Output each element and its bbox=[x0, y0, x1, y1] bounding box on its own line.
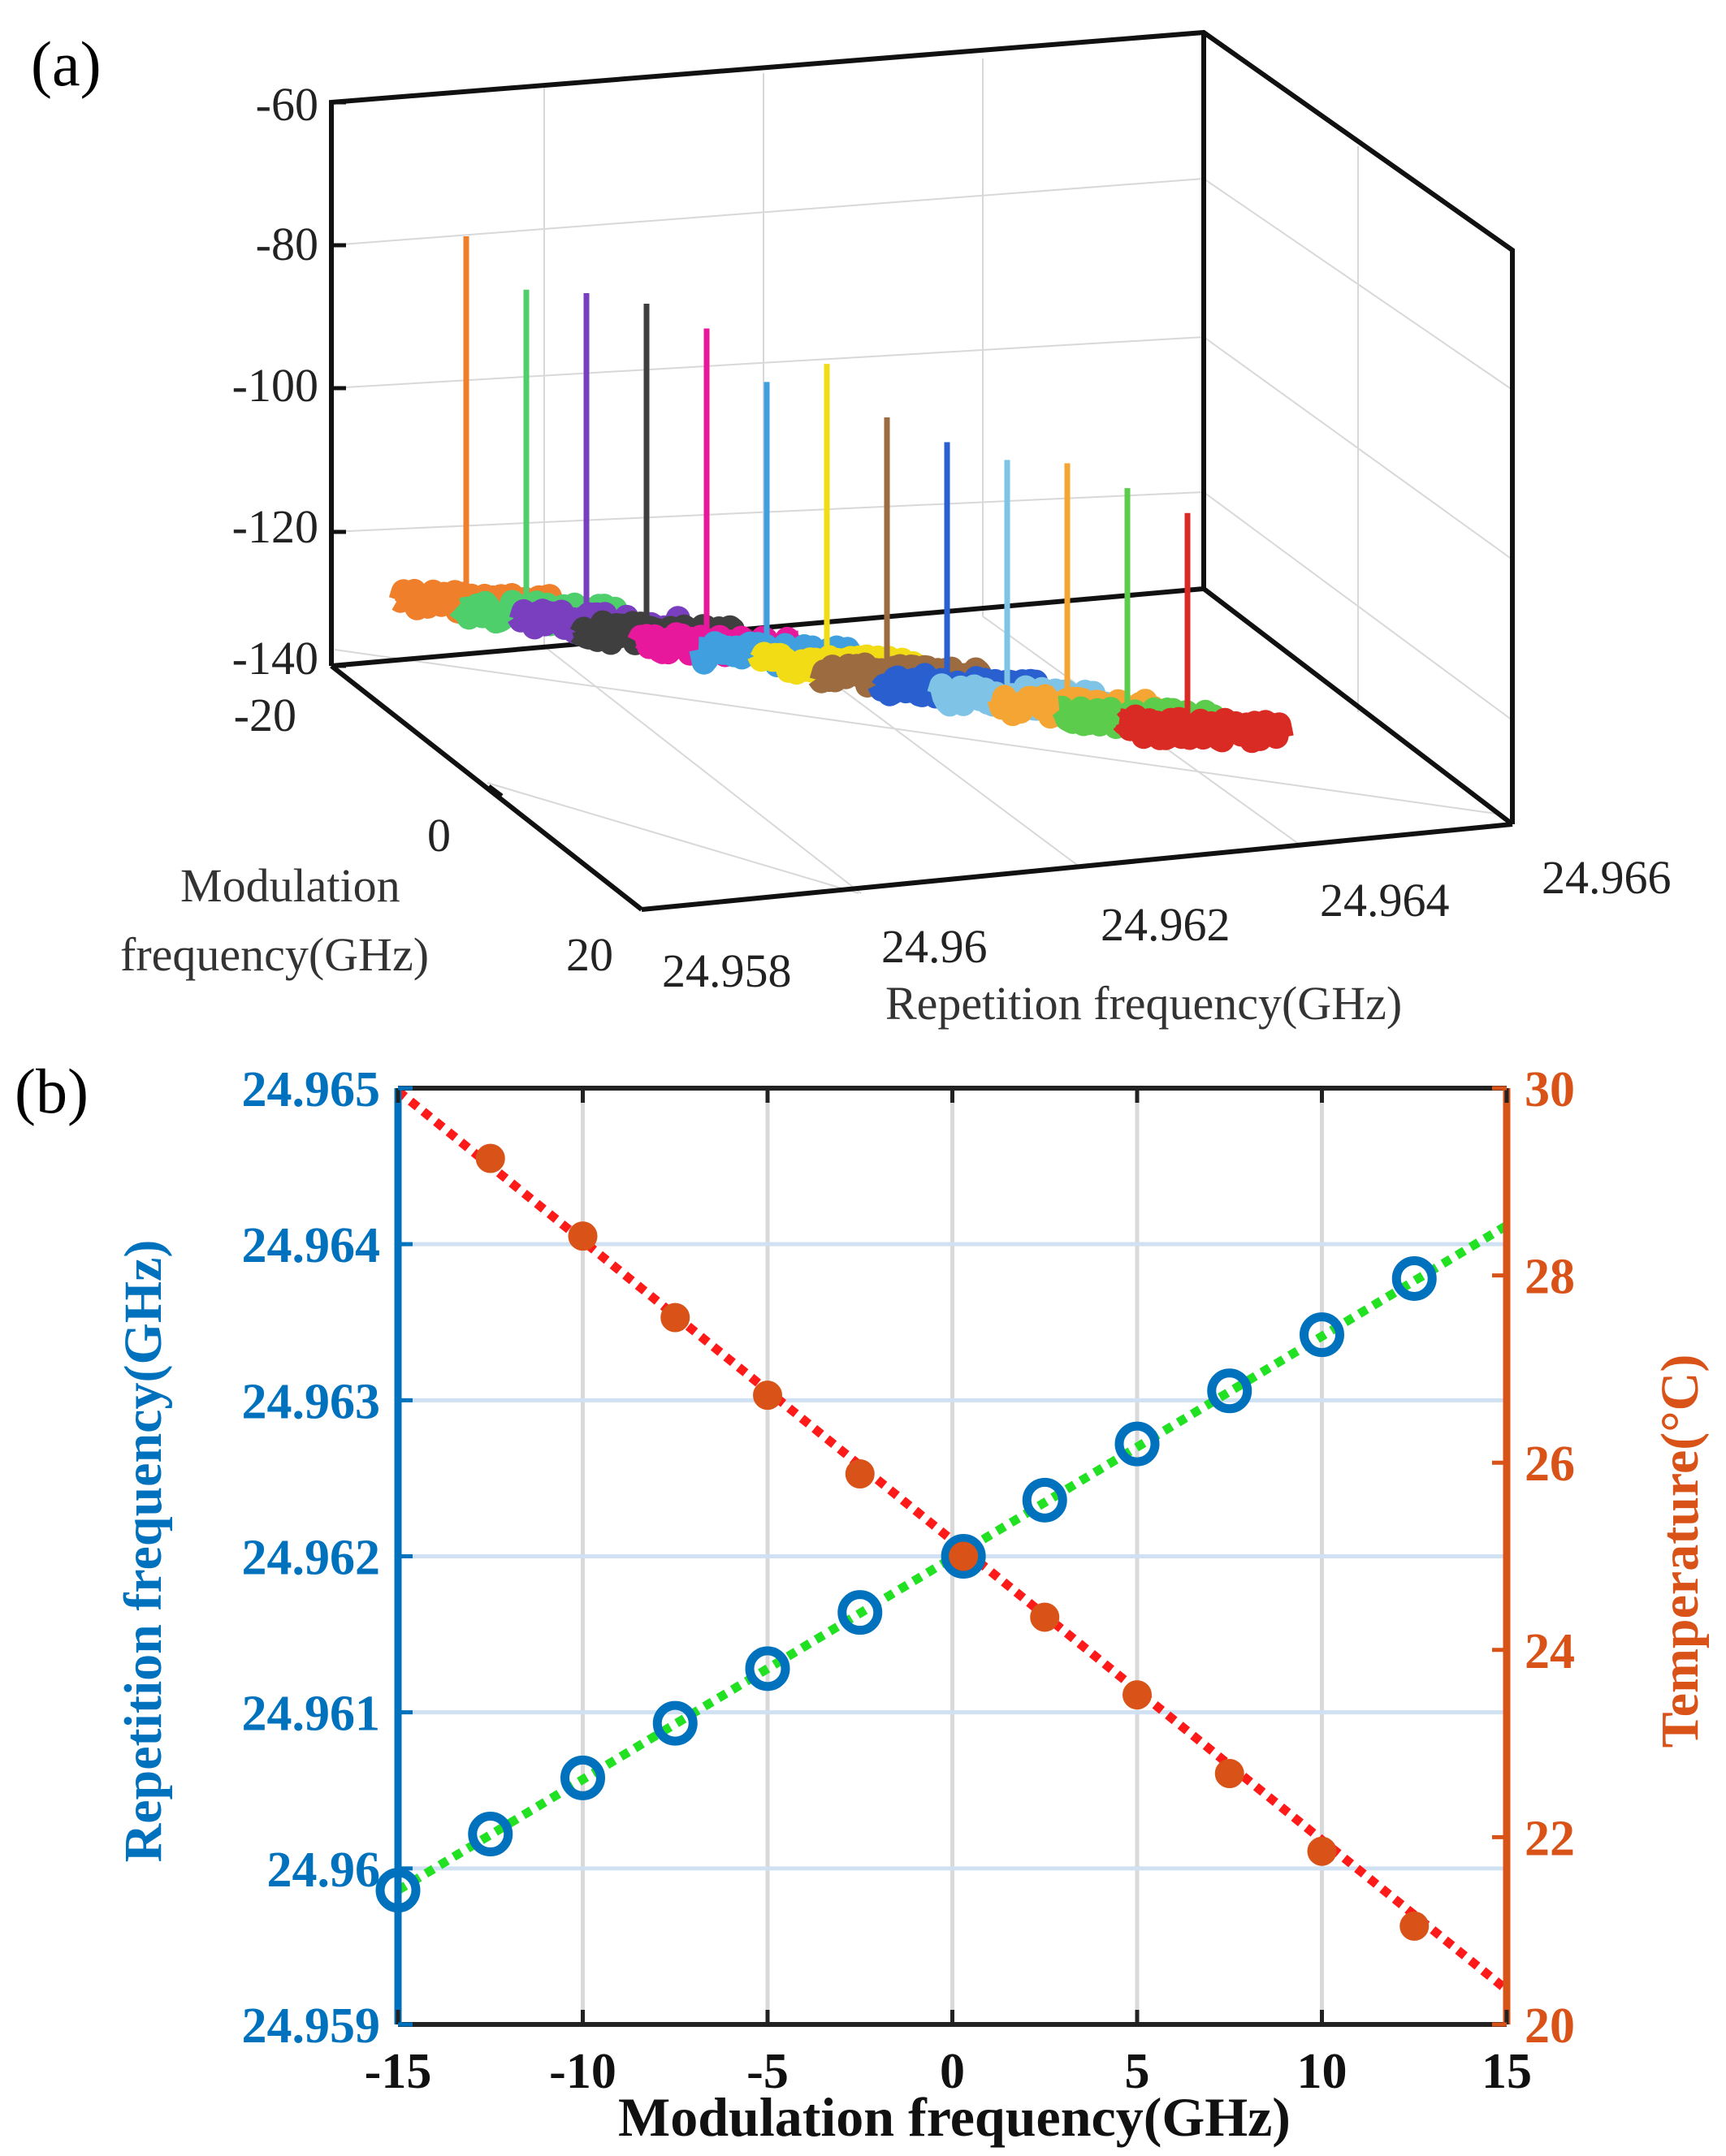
x-tick-label: 0 bbox=[940, 2044, 965, 2099]
x-tick-label: 5 bbox=[1125, 2044, 1150, 2099]
y-tick-label: -20 bbox=[234, 689, 296, 741]
panel-b-chart: -15 -10 -5 0 5 10 15 24.959 24.96 24.961 24.962 24.… bbox=[114, 1062, 1710, 2148]
temperature-data-point bbox=[568, 1221, 598, 1251]
y2-tick-label: 28 bbox=[1525, 1250, 1575, 1305]
z-tick-label: -100 bbox=[232, 359, 318, 412]
repetition-data-point bbox=[1114, 1421, 1160, 1467]
temperature-data-point bbox=[1307, 1836, 1337, 1866]
panel-a-grid bbox=[331, 58, 1513, 894]
x-tick-label: 15 bbox=[1482, 2044, 1532, 2099]
x-tick-label: 24.962 bbox=[1101, 898, 1231, 951]
repetition-data-point bbox=[652, 1700, 698, 1746]
repetition-data-point bbox=[1022, 1477, 1067, 1523]
y-tick-label: 24.963 bbox=[242, 1374, 381, 1429]
x-tick-label: 24.966 bbox=[1542, 851, 1672, 904]
repetition-data-point bbox=[1391, 1255, 1437, 1301]
y2-tick-label: 26 bbox=[1525, 1437, 1575, 1492]
panel-a-3d-chart: -60 -80 -100 -120 -140 -20 0 20 Modulati… bbox=[120, 29, 1672, 1030]
y-axis-label-line-2: frequency(GHz) bbox=[120, 928, 429, 981]
panel-b-tick-labels: -15 -10 -5 0 5 10 15 24.959 24.96 24.961 24.962 24.… bbox=[242, 1062, 1576, 2099]
x-tick-label: 24.96 bbox=[881, 920, 988, 973]
repetition-data-point bbox=[1300, 1312, 1344, 1358]
x-tick-label: -15 bbox=[365, 2044, 432, 2099]
panel-a-z-tick-marks bbox=[331, 100, 504, 797]
panel-a-axes-box bbox=[329, 29, 1515, 912]
y-tick-label: 24.961 bbox=[242, 1687, 381, 1742]
temperature-data-point bbox=[1030, 1602, 1060, 1632]
panel-b-label: (b) bbox=[15, 1056, 89, 1126]
temperature-data-point bbox=[1399, 1911, 1430, 1941]
y-tick-label: 24.965 bbox=[242, 1062, 381, 1117]
y2-tick-label: 22 bbox=[1525, 1811, 1575, 1866]
repetition-data-point bbox=[468, 1812, 513, 1857]
fit-line bbox=[396, 1221, 1509, 1895]
y-tick-label: 24.959 bbox=[242, 1998, 381, 2054]
panel-b-axes bbox=[394, 1086, 1511, 2027]
x-tick-label: 24.958 bbox=[662, 944, 792, 997]
trace-noise-band bbox=[1110, 704, 1294, 754]
panel-b-right-y-axis-label: Temperature(°C) bbox=[1650, 1355, 1710, 1748]
x-tick-label: -5 bbox=[746, 2044, 789, 2099]
temperature-data-point bbox=[949, 1541, 979, 1571]
y2-tick-label: 20 bbox=[1525, 1998, 1575, 2054]
y-tick-label: 24.962 bbox=[242, 1531, 381, 1586]
panel-b-data-points bbox=[375, 1143, 1437, 1941]
y-tick-label: 24.96 bbox=[267, 1843, 381, 1898]
z-tick-label: -140 bbox=[232, 632, 318, 685]
y-tick-label: 24.964 bbox=[242, 1218, 381, 1273]
temperature-data-point bbox=[1123, 1680, 1152, 1710]
x-tick-label: -10 bbox=[549, 2044, 616, 2099]
temperature-data-point bbox=[1214, 1758, 1244, 1788]
temperature-data-point bbox=[753, 1380, 782, 1411]
repetition-data-point bbox=[1207, 1368, 1252, 1414]
y2-tick-label: 24 bbox=[1525, 1624, 1575, 1679]
repetition-data-point bbox=[560, 1755, 605, 1800]
x-axis-label: Repetition frequency(GHz) bbox=[885, 977, 1402, 1030]
z-tick-label: -60 bbox=[256, 78, 318, 131]
panel-b-x-axis-label: Modulation frequency(GHz) bbox=[618, 2086, 1291, 2148]
temperature-data-point bbox=[845, 1459, 875, 1489]
repetition-data-point bbox=[745, 1646, 790, 1692]
repetition-data-point bbox=[941, 1534, 986, 1579]
y-tick-label: 0 bbox=[427, 809, 451, 862]
panel-b-left-y-axis-label: Repetition frequency(GHz) bbox=[114, 1240, 173, 1863]
temperature-data-point bbox=[475, 1143, 505, 1173]
x-tick-label: 10 bbox=[1297, 2044, 1347, 2099]
repetition-data-point bbox=[837, 1590, 883, 1635]
y2-tick-label: 30 bbox=[1525, 1062, 1575, 1117]
z-tick-label: -120 bbox=[232, 500, 318, 553]
temperature-data-point bbox=[660, 1303, 690, 1333]
z-tick-label: -80 bbox=[256, 218, 318, 270]
y-tick-label: 20 bbox=[566, 928, 613, 981]
panel-a-label: (a) bbox=[31, 28, 102, 99]
spectra-traces bbox=[388, 235, 1294, 754]
y-axis-label-line-1: Modulation bbox=[180, 859, 400, 912]
x-tick-label: 24.964 bbox=[1320, 874, 1450, 927]
